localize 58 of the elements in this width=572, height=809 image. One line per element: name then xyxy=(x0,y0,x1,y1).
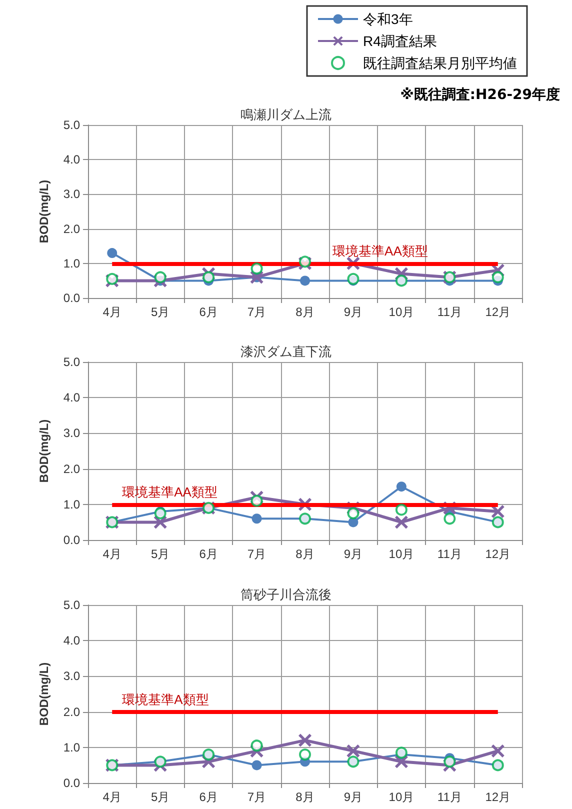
x-tick-label: 5月 xyxy=(150,790,170,804)
chart-title: 鳴瀬川ダム上流 xyxy=(240,107,332,122)
y-tick-label: 1.0 xyxy=(63,740,80,754)
x-tick-label: 5月 xyxy=(150,305,170,319)
x-tick-label: 8月 xyxy=(296,305,314,319)
x-tick-label: 7月 xyxy=(247,790,266,804)
x-tick-label: 9月 xyxy=(344,790,363,804)
y-tick-label: 3.0 xyxy=(63,426,80,440)
x-tick-label: 11月 xyxy=(437,305,462,319)
x-tick-label: 4月 xyxy=(102,547,122,561)
x-tick-label: 10月 xyxy=(388,305,414,319)
ref-line-label: 環境基準AA類型 xyxy=(332,243,428,258)
x-tick-label: 9月 xyxy=(344,305,363,319)
x-tick-label: 7月 xyxy=(247,547,266,561)
y-tick-label: 5.0 xyxy=(63,598,80,612)
y-tick-label: 3.0 xyxy=(63,669,80,684)
y-tick-label: 1.0 xyxy=(63,256,80,270)
x-tick-label: 10月 xyxy=(388,547,414,561)
x-tick-label: 8月 xyxy=(296,547,314,561)
x-tick-label: 4月 xyxy=(102,790,122,804)
y-axis-title: BOD(mg/L) xyxy=(37,419,51,483)
y-tick-label: 0.0 xyxy=(63,533,80,547)
y-tick-label: 5.0 xyxy=(63,118,80,132)
x-tick-label: 9月 xyxy=(344,547,363,561)
y-tick-label: 3.0 xyxy=(63,187,80,202)
y-tick-label: 4.0 xyxy=(63,152,80,167)
y-tick-label: 2.0 xyxy=(63,222,80,236)
legend-label: 既往調査結果月別平均値 xyxy=(363,55,517,71)
y-tick-label: 1.0 xyxy=(63,497,80,512)
x-tick-label: 4月 xyxy=(102,305,122,319)
y-tick-label: 5.0 xyxy=(63,355,80,369)
x-tick-label: 12月 xyxy=(485,547,511,561)
x-tick-label: 6月 xyxy=(199,305,218,319)
x-tick-label: 5月 xyxy=(150,547,170,561)
y-tick-label: 0.0 xyxy=(63,291,80,305)
x-tick-label: 12月 xyxy=(485,790,511,804)
x-tick-label: 6月 xyxy=(199,790,218,804)
x-tick-label: 6月 xyxy=(199,547,218,561)
y-axis-title: BOD(mg/L) xyxy=(37,662,51,726)
y-tick-label: 2.0 xyxy=(63,704,80,719)
y-tick-label: 4.0 xyxy=(63,634,80,648)
ref-line-label: 環境基準AA類型 xyxy=(122,484,218,500)
chart-title: 漆沢ダム直下流 xyxy=(240,344,332,359)
y-tick-label: 0.0 xyxy=(63,776,80,790)
x-tick-label: 11月 xyxy=(437,790,462,804)
y-tick-label: 4.0 xyxy=(63,390,80,405)
y-axis-title: BOD(mg/L) xyxy=(37,180,51,244)
x-tick-label: 10月 xyxy=(388,790,414,804)
legend-label: R4調査結果 xyxy=(363,33,437,49)
chart-title: 筒砂子川合流後 xyxy=(240,587,332,602)
x-tick-label: 7月 xyxy=(247,305,266,319)
x-tick-label: 8月 xyxy=(296,790,314,804)
legend-label: 令和3年 xyxy=(363,11,413,27)
text: ※既往調査:H26-29年度 xyxy=(400,86,560,103)
y-tick-label: 2.0 xyxy=(63,462,80,476)
x-tick-label: 11月 xyxy=(437,547,462,561)
x-tick-label: 12月 xyxy=(485,305,511,319)
ref-line-label: 環境基準A類型 xyxy=(122,692,209,707)
